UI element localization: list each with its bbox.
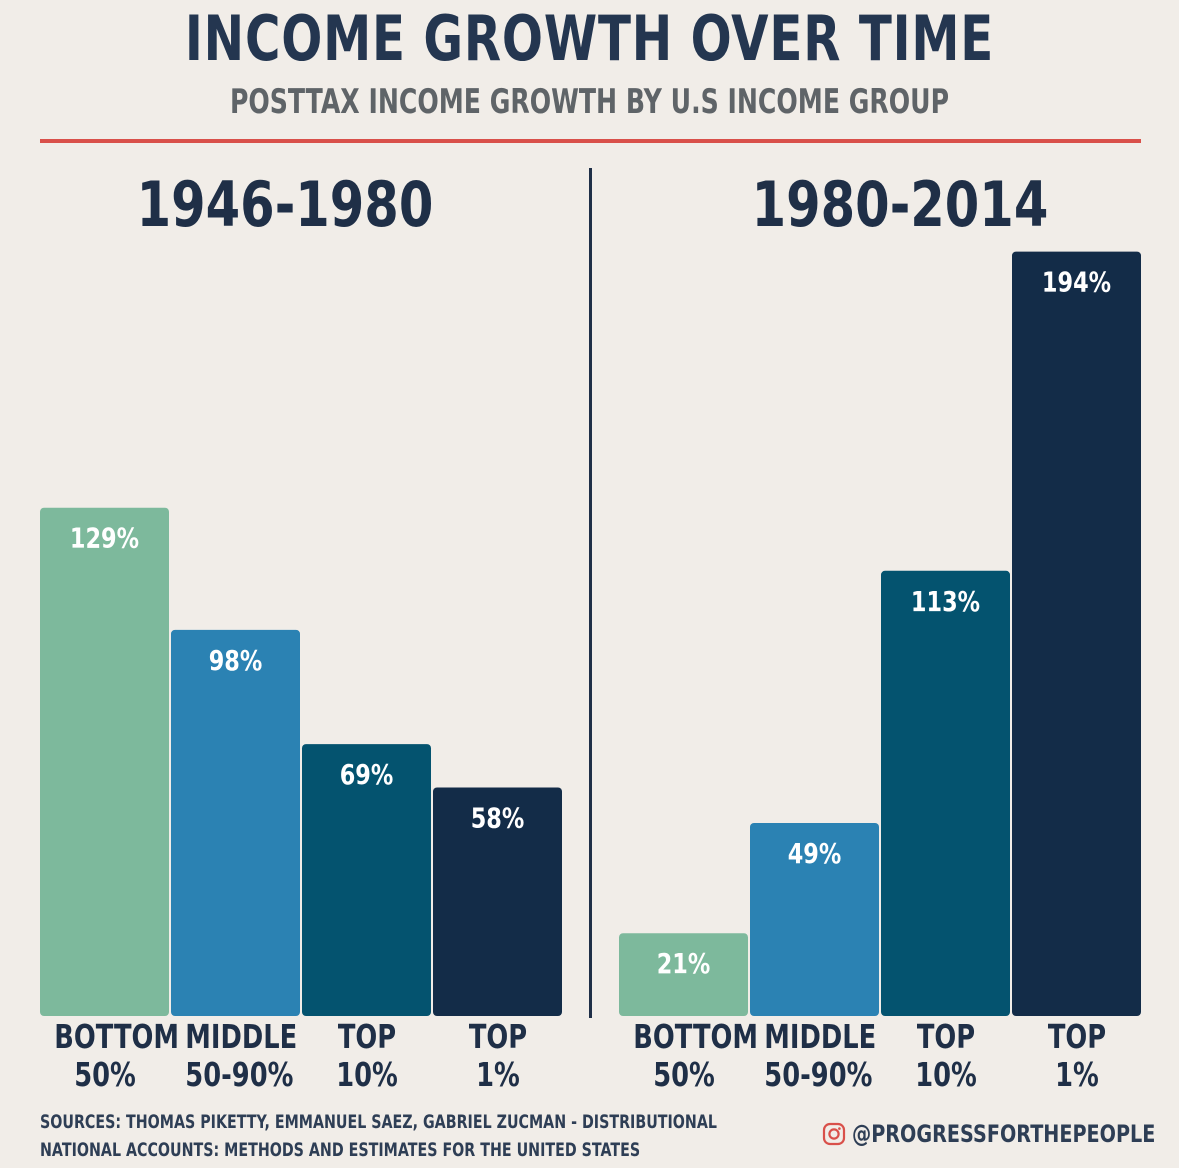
category-label-line: TOP — [1047, 1017, 1107, 1056]
sources-line-1: SOURCES: THOMAS PIKETTY, EMMANUEL SAEZ, … — [40, 1111, 717, 1133]
category-label-middle-50-90: MIDDLE 50-90% — [764, 1017, 877, 1094]
bar-middle-50-90-panel-2 — [750, 822, 879, 1016]
bar-bottom-50-panel-2 — [619, 933, 748, 1016]
category-label-top-1: TOP 1% — [447, 1018, 548, 1094]
category-label-line: 10% — [336, 1055, 398, 1094]
bar-middle-50-90-panel-1 — [171, 629, 300, 1016]
period-title-right: 1980-2014 — [751, 168, 1049, 241]
bar-value-label: 98% — [209, 643, 263, 676]
category-label-top-10: TOP 10% — [895, 1018, 996, 1094]
bar-value-label: 194% — [1042, 265, 1111, 298]
sources-note: SOURCES: THOMAS PIKETTY, EMMANUEL SAEZ, … — [40, 1108, 717, 1164]
instagram-icon — [822, 1122, 846, 1146]
category-label-line: MIDDLE — [764, 1017, 877, 1056]
bar-value-label: 129% — [70, 521, 139, 554]
category-label-line: 1% — [476, 1055, 520, 1094]
bar-top-1-panel-1 — [433, 787, 562, 1016]
bar-value-label: 58% — [471, 801, 525, 834]
category-label-line: TOP — [916, 1017, 976, 1056]
bar-value-label: 69% — [340, 758, 394, 791]
category-labels: BOTTOM 50% MIDDLE 50-90% TOP 10% TOP 1% BOTTOM 50… — [0, 1016, 1179, 1096]
category-label-line: 10% — [915, 1055, 977, 1094]
bar-top-10-panel-1 — [302, 744, 431, 1016]
chart-title: INCOME GROWTH OVER TIME — [184, 2, 995, 75]
period-title-left: 1946-1980 — [136, 168, 434, 241]
category-label-top-10: TOP 10% — [316, 1018, 417, 1094]
panel-divider — [589, 168, 592, 1018]
social-handle[interactable]: @PROGRESSFORTHEPEOPLE — [822, 1120, 1179, 1148]
bar-bottom-50-panel-1 — [40, 507, 169, 1016]
category-label-line: 50% — [653, 1055, 715, 1094]
category-label-line: MIDDLE — [185, 1017, 298, 1056]
category-label-top-1: TOP 1% — [1026, 1018, 1127, 1094]
category-label-bottom-50: BOTTOM 50% — [633, 1017, 759, 1094]
title-underline — [40, 139, 1141, 143]
bar-value-label: 113% — [911, 584, 980, 617]
category-label-line: TOP — [468, 1017, 528, 1056]
category-label-line: BOTTOM — [633, 1017, 759, 1056]
category-label-line: 50% — [74, 1055, 136, 1094]
category-label-bottom-50: BOTTOM 50% — [54, 1017, 180, 1094]
category-label-line: TOP — [337, 1017, 397, 1056]
bar-top-1-panel-2 — [1012, 251, 1141, 1016]
chart-subtitle: POSTTAX INCOME GROWTH BY U.S INCOME GROU… — [229, 82, 950, 122]
social-handle-text: @PROGRESSFORTHEPEOPLE — [852, 1120, 1156, 1148]
category-label-line: 50-90% — [185, 1055, 294, 1094]
bar-value-label: 21% — [657, 947, 711, 980]
category-label-line: 50-90% — [764, 1055, 873, 1094]
category-label-line: 1% — [1055, 1055, 1099, 1094]
bar-value-label: 49% — [788, 836, 842, 869]
bar-top-10-panel-2 — [881, 570, 1010, 1016]
category-label-middle-50-90: MIDDLE 50-90% — [185, 1017, 298, 1094]
category-label-line: BOTTOM — [54, 1017, 180, 1056]
sources-line-2: NATIONAL ACCOUNTS: METHODS AND ESTIMATES… — [40, 1139, 641, 1161]
